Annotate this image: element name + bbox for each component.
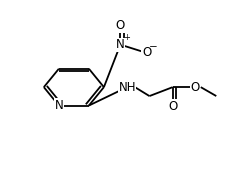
Text: N: N bbox=[54, 99, 63, 112]
Text: O: O bbox=[142, 46, 151, 59]
Text: O: O bbox=[190, 81, 200, 94]
Text: O: O bbox=[168, 100, 177, 113]
Text: NH: NH bbox=[118, 81, 136, 94]
Text: +: + bbox=[123, 33, 130, 42]
Text: O: O bbox=[116, 19, 125, 32]
Text: N: N bbox=[116, 38, 125, 51]
Text: −: − bbox=[148, 42, 157, 52]
